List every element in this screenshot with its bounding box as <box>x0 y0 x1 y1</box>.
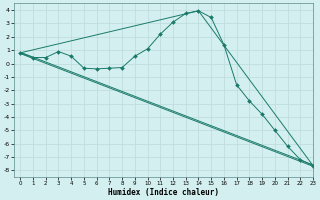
X-axis label: Humidex (Indice chaleur): Humidex (Indice chaleur) <box>108 188 219 197</box>
